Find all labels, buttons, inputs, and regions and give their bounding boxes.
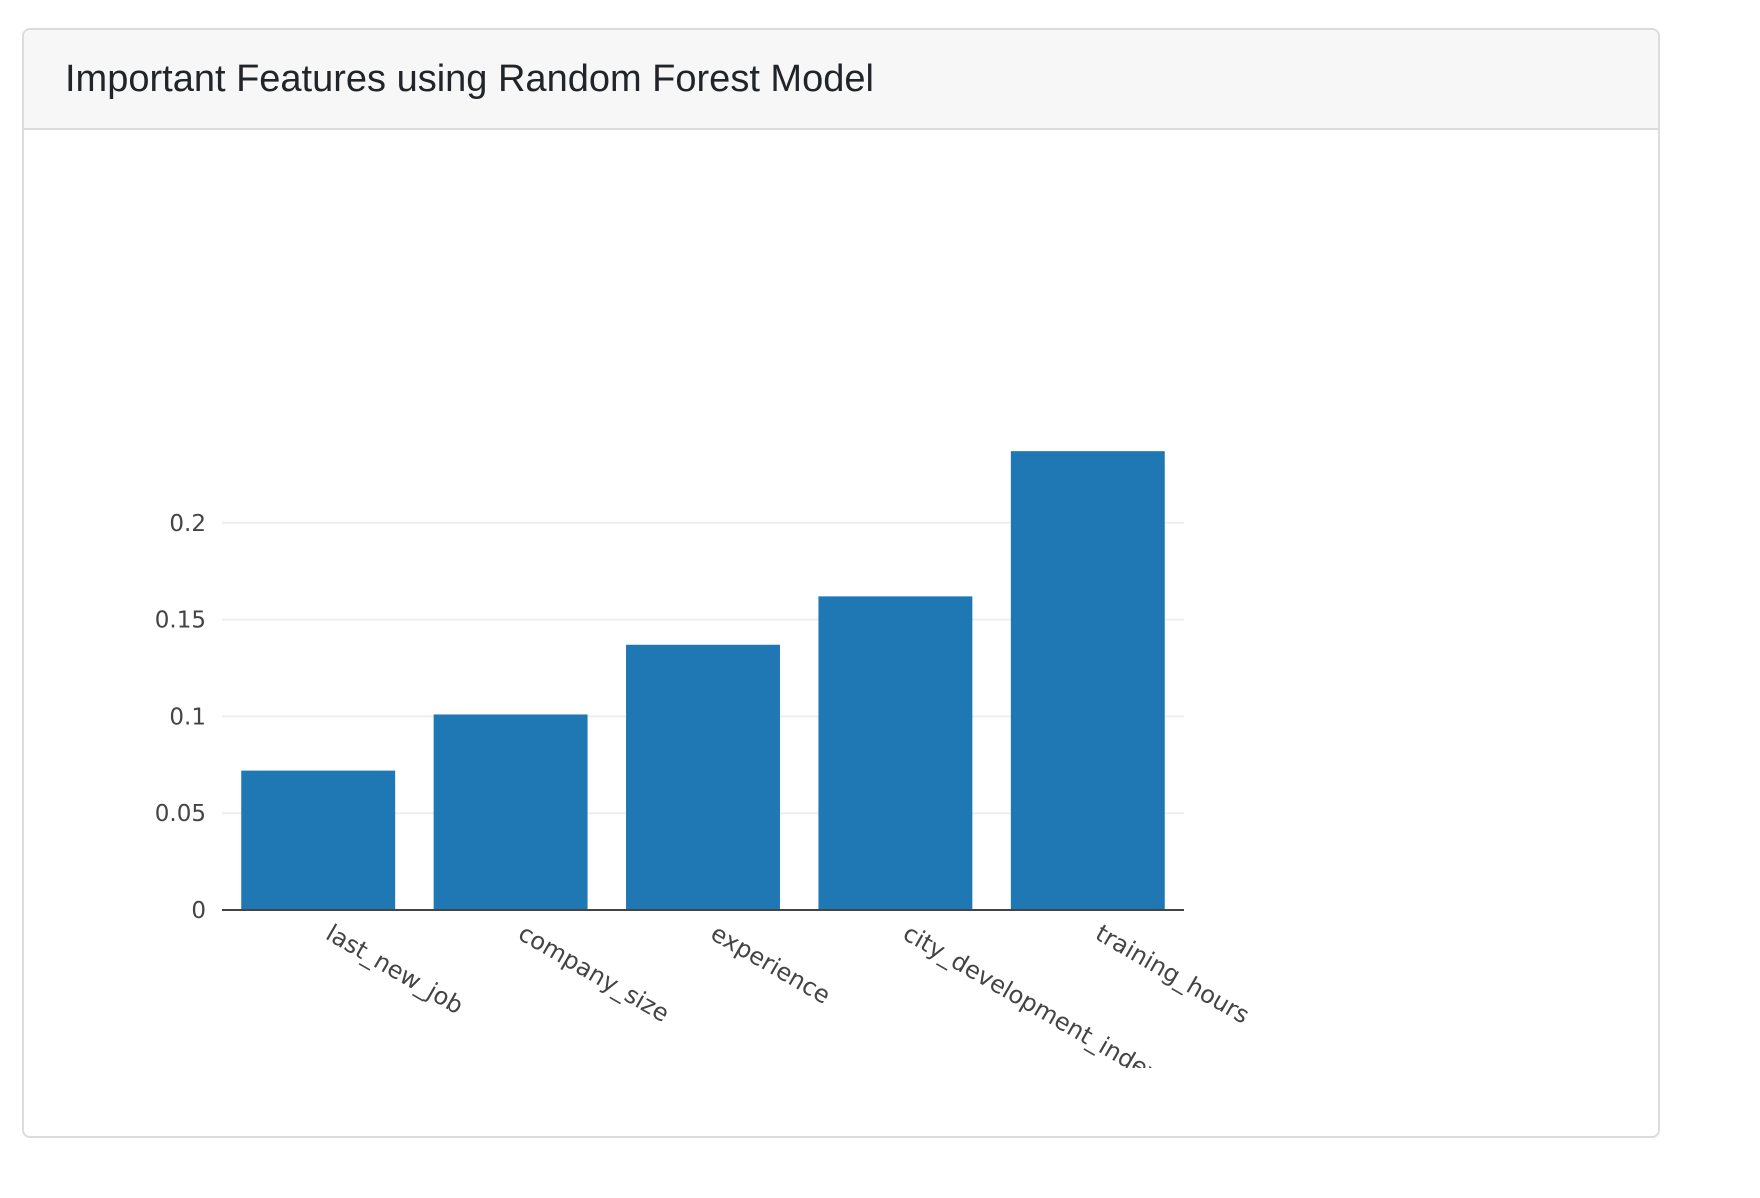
card-body: 0 0.05 0.1 0.15 0.2 last_new_job company_size… (24, 130, 1658, 1136)
y-tick-label: 0.2 (169, 511, 206, 537)
bar-training-hours[interactable] (1010, 451, 1165, 910)
bar-experience[interactable] (626, 644, 780, 910)
x-tick-label-training-hours: training_hours (1091, 919, 1254, 1029)
y-tick-label: 0.15 (155, 608, 206, 634)
bar-company-size[interactable] (433, 714, 588, 910)
x-tick-labels: last_new_job company_size experience city_d… (321, 919, 1254, 1068)
x-tick-label-experience: experience (706, 919, 835, 1010)
bar-last-new-job[interactable] (241, 770, 396, 910)
y-tick-label: 0 (191, 898, 206, 924)
chart-card: Important Features using Random Forest M… (22, 28, 1660, 1138)
feature-importance-bar-chart: 0 0.05 0.1 0.15 0.2 last_new_job company_size… (155, 451, 1254, 1068)
y-tick-label: 0.05 (155, 801, 206, 827)
y-tick-label: 0.1 (169, 704, 206, 730)
x-tick-label-last-new-job: last_new_job (321, 919, 468, 1020)
card-title: Important Features using Random Forest M… (65, 57, 874, 100)
x-tick-label-company-size: company_size (514, 919, 674, 1028)
bars (241, 451, 1165, 910)
bar-city-development-index[interactable] (818, 596, 973, 910)
y-tick-labels: 0 0.05 0.1 0.15 0.2 (155, 511, 206, 924)
card-header: Important Features using Random Forest M… (24, 30, 1658, 130)
